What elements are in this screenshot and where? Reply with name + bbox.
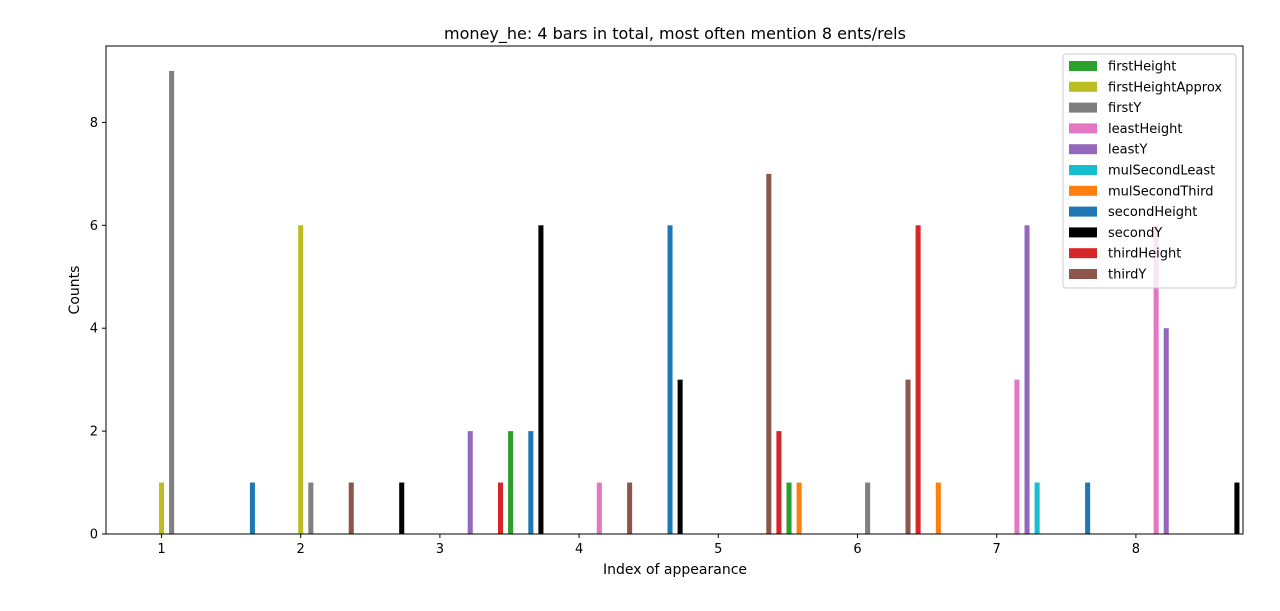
bar-firstHeightApprox-1 [159, 482, 165, 534]
y-tick-label: 0 [90, 528, 98, 543]
legend-label: thirdY [1108, 268, 1146, 283]
x-tick-label: 2 [297, 542, 305, 557]
bar-thirdHeight-5 [776, 431, 782, 534]
bar-firstY-1 [169, 70, 175, 534]
bar-secondHeight-1 [249, 482, 255, 534]
bar-leastHeight-8 [1153, 225, 1159, 535]
bar-thirdY-4 [627, 482, 633, 534]
bar-thirdHeight-6 [915, 225, 921, 535]
bar-thirdY-6 [905, 379, 911, 534]
bar-secondY-8 [1234, 482, 1240, 534]
bar-secondY-4 [677, 379, 683, 534]
y-tick-label: 2 [90, 425, 98, 440]
x-axis-ticks: 1 2 3 4 5 6 7 8 [157, 534, 1140, 557]
bar-firstHeight-3 [508, 431, 514, 534]
bar-firstHeight-5 [786, 482, 792, 534]
plot-frame [105, 45, 1244, 535]
legend-label: firstHeight [1108, 60, 1176, 75]
bar-leastY-3 [467, 431, 473, 534]
y-axis-label: Counts [67, 266, 83, 315]
legend-label: secondY [1108, 226, 1162, 241]
legend-swatch [1069, 61, 1097, 71]
legend-label: mulSecondLeast [1108, 164, 1215, 179]
y-tick-label: 6 [90, 219, 98, 234]
y-tick-label: 4 [90, 322, 98, 337]
legend-swatch [1069, 269, 1097, 279]
legend-swatch [1069, 206, 1097, 217]
bar-secondY-3 [538, 225, 544, 535]
chart-title: money_he: 4 bars in total, most often me… [444, 24, 906, 44]
legend-label: secondHeight [1108, 205, 1197, 220]
bar-thirdY-5 [766, 173, 772, 534]
legend-swatch [1069, 81, 1097, 92]
legend-swatch [1069, 185, 1097, 196]
bar-mulSecondThird-5 [796, 482, 802, 534]
x-tick-label: 1 [157, 542, 165, 557]
bar-thirdY-2 [348, 482, 354, 534]
bar-leastHeight-4 [596, 482, 602, 534]
y-axis-ticks: 0 2 4 6 8 [90, 116, 106, 543]
bar-firstY-2 [308, 482, 314, 534]
bar-secondHeight-4 [667, 225, 673, 535]
legend-label: thirdHeight [1108, 247, 1181, 262]
x-tick-label: 8 [1132, 542, 1140, 557]
x-tick-label: 5 [714, 542, 722, 557]
bar-firstY-6 [865, 482, 871, 534]
legend-swatch [1069, 165, 1097, 175]
bar-leastY-7 [1024, 225, 1030, 535]
bars-group [159, 70, 1240, 535]
bar-leastHeight-7 [1014, 379, 1020, 534]
legend-swatch [1069, 123, 1097, 134]
legend-label: leastY [1108, 143, 1147, 158]
bar-mulSecondLeast-7 [1034, 482, 1040, 534]
bar-leastY-8 [1163, 328, 1169, 534]
legend-label: firstHeightApprox [1108, 80, 1222, 95]
bar-thirdHeight-3 [498, 482, 504, 534]
legend-label: firstY [1108, 101, 1141, 116]
x-axis-label: Index of appearance [603, 562, 747, 578]
legend: firstHeight firstHeightApprox firstY leastH… [1062, 53, 1237, 289]
bar-secondHeight-7 [1085, 482, 1091, 534]
legend-swatch [1069, 144, 1097, 155]
bar-mulSecondThird-6 [935, 482, 941, 534]
bar-secondY-2 [399, 482, 405, 534]
legend-frame [1062, 53, 1237, 289]
bar-firstHeightApprox-2 [298, 225, 304, 535]
bar-secondHeight-3 [528, 431, 534, 534]
x-tick-label: 3 [436, 542, 444, 557]
y-tick-label: 8 [90, 116, 98, 131]
legend-label: leastHeight [1108, 122, 1182, 137]
legend-swatch [1069, 248, 1097, 259]
legend-swatch [1069, 227, 1097, 238]
legend-swatch [1069, 102, 1097, 113]
legend-label: mulSecondThird [1108, 184, 1214, 199]
x-tick-label: 4 [575, 542, 583, 557]
x-tick-label: 6 [853, 542, 861, 557]
x-tick-label: 7 [993, 542, 1001, 557]
